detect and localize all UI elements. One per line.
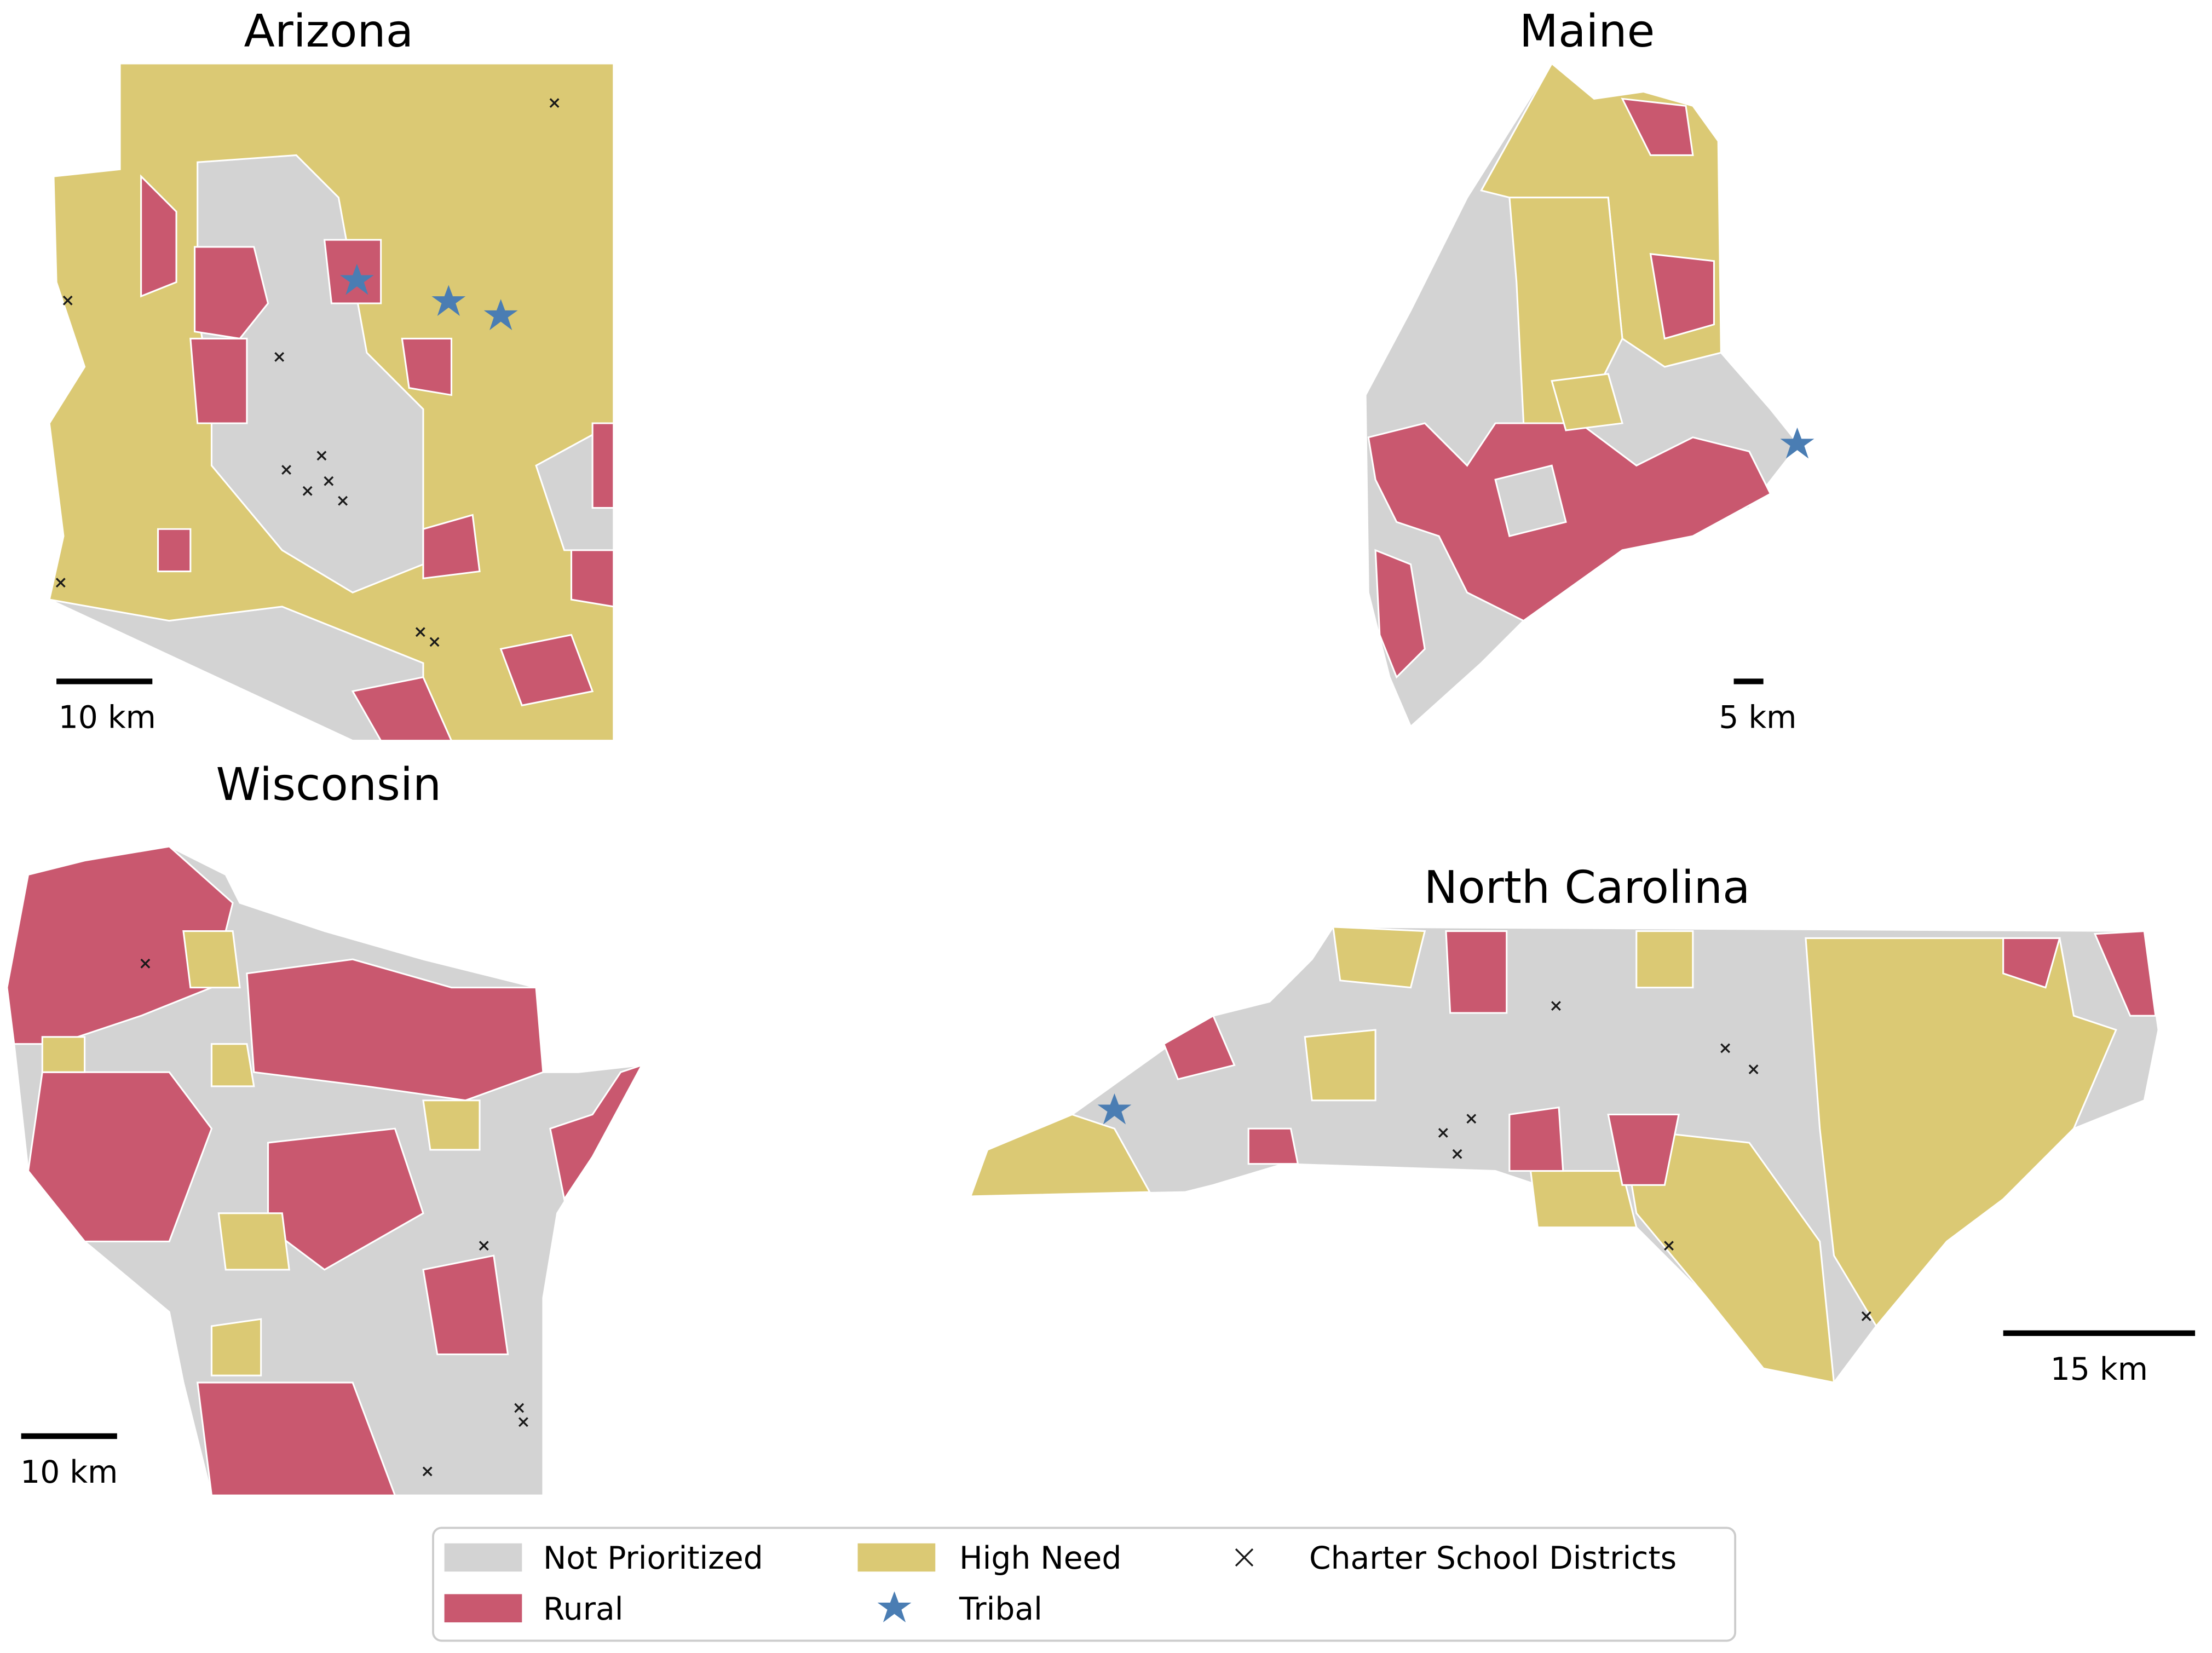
district <box>1649 253 1715 340</box>
district <box>1332 926 1426 989</box>
district <box>969 1113 1151 1197</box>
district <box>140 174 177 298</box>
district <box>1304 1029 1376 1102</box>
district <box>422 1099 481 1151</box>
legend-swatch <box>857 1543 936 1572</box>
state-map <box>6 845 644 1496</box>
district <box>1247 1127 1299 1165</box>
charter-marks <box>55 98 560 647</box>
scale-label: 10 km <box>59 700 156 736</box>
tribal-marks <box>1097 1093 1132 1125</box>
legend-label: Charter School Districts <box>1309 1540 1677 1576</box>
legend-label: Not Prioritized <box>543 1540 763 1576</box>
district <box>6 845 234 1045</box>
district <box>210 1318 262 1376</box>
district <box>1529 1170 1638 1229</box>
tribal-marks <box>339 263 518 330</box>
district <box>422 1254 509 1356</box>
district <box>1607 1113 1680 1186</box>
district <box>1374 549 1426 679</box>
scale-label: 15 km <box>2050 1351 2148 1387</box>
scale-label: 5 km <box>1719 700 1796 736</box>
district <box>196 1381 396 1496</box>
legend-box <box>432 1527 1737 1642</box>
district <box>351 676 453 742</box>
district <box>2002 937 2061 989</box>
district <box>1805 937 2117 1328</box>
district <box>182 930 241 989</box>
district <box>1551 373 1623 431</box>
legend-label: Rural <box>543 1591 624 1627</box>
district <box>27 1071 213 1242</box>
map-title: North Carolina <box>1424 861 1750 914</box>
district <box>1367 422 1772 622</box>
district <box>189 337 248 424</box>
map-title: Arizona <box>244 5 413 57</box>
district <box>1445 930 1508 1014</box>
district <box>422 514 481 580</box>
district <box>570 549 615 608</box>
legend-label: Tribal <box>959 1591 1042 1627</box>
district <box>1621 97 1694 157</box>
legend-label: High Need <box>959 1540 1121 1576</box>
district <box>1621 1127 1835 1384</box>
state-map <box>1364 62 1814 728</box>
district <box>49 598 424 742</box>
district <box>401 337 453 396</box>
tribal-marks <box>1780 427 1814 459</box>
legend-swatch <box>444 1594 522 1623</box>
district <box>41 1036 86 1073</box>
district <box>1635 930 1694 989</box>
legend-swatch <box>877 1591 912 1623</box>
charter-marks <box>1438 1001 1871 1321</box>
district <box>1162 1014 1236 1080</box>
state-map <box>969 926 2196 1384</box>
map-title: Maine <box>1519 5 1655 57</box>
district <box>246 958 544 1102</box>
state-map <box>48 62 615 742</box>
district <box>1508 1106 1564 1172</box>
district <box>2093 930 2157 1017</box>
district <box>194 246 269 340</box>
district <box>499 633 594 707</box>
district <box>157 528 192 573</box>
charter-marks <box>140 958 528 1477</box>
legend-swatch <box>1235 1548 1254 1567</box>
district <box>210 1043 255 1087</box>
district <box>591 422 615 509</box>
map-title: Wisconsin <box>216 758 441 811</box>
scale-label: 10 km <box>20 1454 118 1490</box>
district <box>323 239 382 304</box>
district <box>217 1212 290 1271</box>
legend-swatch <box>444 1543 522 1572</box>
district <box>549 1063 644 1202</box>
district <box>1494 464 1567 537</box>
